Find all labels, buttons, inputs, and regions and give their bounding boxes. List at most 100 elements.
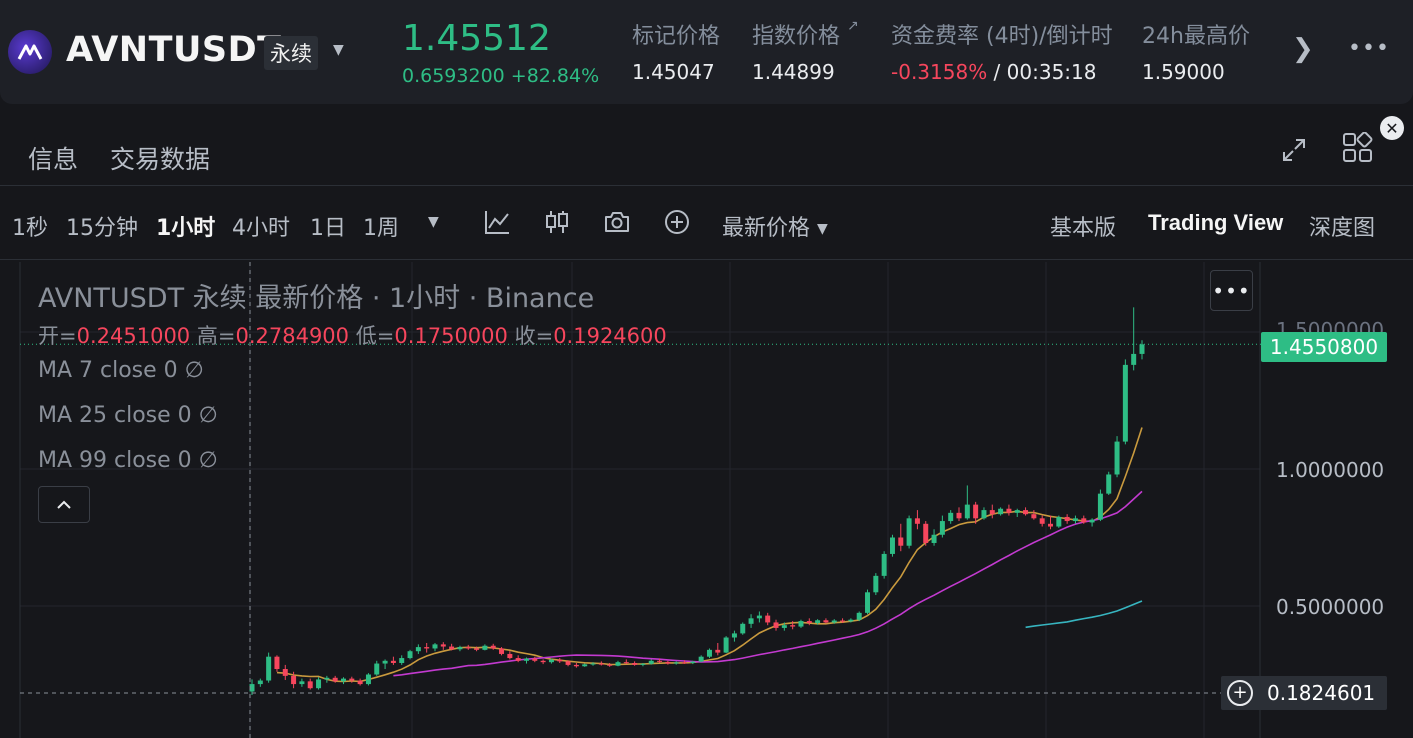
- candle: [939, 515, 945, 538]
- candle: [332, 675, 338, 683]
- candle: [399, 655, 405, 665]
- mark-price-stat: 标记价格 1.45047: [632, 18, 720, 84]
- low-label: 低=: [355, 324, 395, 348]
- candle: [973, 501, 979, 524]
- candle-body: [1131, 353, 1137, 365]
- candle-body: [324, 677, 330, 680]
- candle-body: [931, 534, 937, 543]
- candle: [1006, 504, 1012, 516]
- layout-grid-icon[interactable]: [1342, 131, 1374, 168]
- candle-body: [748, 618, 754, 624]
- collapse-legend-button[interactable]: [38, 486, 90, 523]
- candle-body: [1139, 344, 1145, 354]
- index-price-label: 指数价格 ↗: [752, 18, 859, 49]
- chevron-right-icon[interactable]: ❯: [1292, 34, 1314, 64]
- timeframe-dropdown-icon[interactable]: ▼: [428, 214, 439, 230]
- candle-body: [823, 620, 829, 623]
- chevron-down-icon: ▼: [817, 221, 828, 237]
- camera-icon[interactable]: [603, 208, 631, 240]
- open-label: 开=: [38, 324, 77, 348]
- candle: [266, 652, 272, 683]
- candle: [432, 642, 438, 652]
- candle-body: [914, 518, 920, 524]
- candle: [673, 661, 679, 665]
- candle: [1131, 307, 1137, 371]
- indicator-icon[interactable]: [483, 208, 511, 240]
- candle: [731, 630, 737, 642]
- candle: [1048, 515, 1053, 530]
- symbol-dropdown-caret-icon[interactable]: ▼: [333, 42, 344, 58]
- candle-body: [865, 592, 871, 613]
- candle: [1122, 359, 1128, 445]
- ma7-legend[interactable]: MA 7 close 0 ∅: [38, 358, 204, 383]
- candle: [632, 661, 638, 666]
- candle-body: [1031, 514, 1037, 519]
- candle: [324, 675, 330, 683]
- timeframe-4h[interactable]: 4小时: [232, 216, 290, 241]
- candle: [781, 622, 787, 631]
- candle: [291, 671, 297, 689]
- timeframe-1d[interactable]: 1日: [310, 216, 346, 241]
- chart-canvas[interactable]: [0, 262, 1413, 738]
- candle: [1031, 510, 1037, 520]
- candle-body: [515, 658, 521, 661]
- candle-body: [881, 553, 887, 576]
- candle-body: [357, 680, 363, 685]
- candle-body: [1064, 516, 1070, 522]
- price-type-select[interactable]: 最新价格 ▼: [722, 210, 828, 242]
- candle-body: [1056, 516, 1062, 527]
- candle: [756, 611, 762, 623]
- candle-body: [316, 679, 322, 689]
- crosshair-price-tag[interactable]: + 0.1824601: [1221, 676, 1387, 710]
- candle: [365, 673, 371, 686]
- candle: [349, 676, 355, 683]
- index-price-value: 1.44899: [752, 60, 835, 84]
- symbol-name[interactable]: AVNTUSDT: [66, 30, 282, 70]
- candle-body: [532, 658, 538, 661]
- chart-settings-button[interactable]: •••: [1210, 270, 1253, 311]
- candle: [1081, 515, 1087, 524]
- add-alert-icon[interactable]: +: [1227, 680, 1253, 706]
- candle-body: [1114, 441, 1120, 475]
- candle-type-icon[interactable]: [543, 208, 571, 240]
- ma25-legend[interactable]: MA 25 close 0 ∅: [38, 403, 218, 428]
- candle: [490, 643, 496, 650]
- tab-info[interactable]: 信息: [28, 145, 79, 174]
- index-price-stat[interactable]: 指数价格 ↗ 1.44899: [752, 18, 859, 84]
- candle: [748, 614, 754, 628]
- candle-body: [449, 646, 455, 650]
- view-depth[interactable]: 深度图: [1309, 216, 1376, 241]
- ma99-legend[interactable]: MA 99 close 0 ∅: [38, 448, 218, 473]
- timeframe-1h[interactable]: 1小时: [156, 216, 216, 241]
- candle: [856, 611, 862, 622]
- candle-body: [1048, 523, 1053, 527]
- close-icon[interactable]: ✕: [1380, 116, 1404, 140]
- candle: [840, 618, 846, 623]
- candle: [1056, 515, 1062, 528]
- candle: [898, 523, 904, 552]
- add-icon[interactable]: [663, 208, 691, 240]
- candlestick-chart[interactable]: AVNTUSDT 永续 最新价格 · 1小时 · Binance 开=0.245…: [0, 262, 1413, 738]
- candle-body: [756, 615, 762, 619]
- axis-label-1-0: 1.0000000: [1276, 458, 1385, 482]
- candle-body: [848, 619, 854, 622]
- timeframe-1w[interactable]: 1周: [363, 216, 399, 241]
- candle-body: [665, 661, 671, 664]
- view-basic[interactable]: 基本版: [1050, 216, 1117, 241]
- expand-icon[interactable]: [1280, 136, 1308, 168]
- candle: [374, 660, 380, 676]
- timeframe-15m[interactable]: 15分钟: [66, 216, 138, 241]
- candle-body: [390, 660, 396, 663]
- external-link-icon: ↗: [847, 18, 859, 34]
- candle-body: [1097, 493, 1103, 520]
- candle-body: [590, 663, 596, 665]
- candle: [449, 643, 455, 651]
- candle-body: [490, 645, 496, 649]
- candle-body: [632, 662, 638, 665]
- tab-trading-data[interactable]: 交易数据: [110, 145, 211, 174]
- candle-body: [573, 664, 579, 667]
- more-options-icon[interactable]: •••: [1348, 36, 1390, 61]
- view-trading-view[interactable]: Trading View: [1148, 210, 1284, 235]
- candle-body: [831, 620, 837, 623]
- timeframe-1s[interactable]: 1秒: [12, 216, 48, 241]
